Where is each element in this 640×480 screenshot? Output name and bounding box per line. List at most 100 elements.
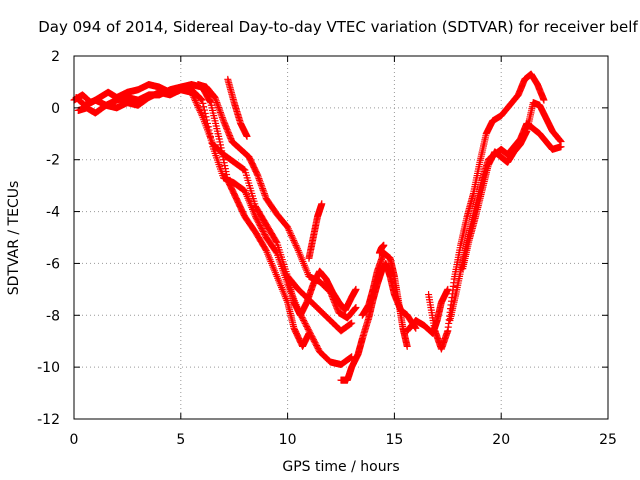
data-point (206, 98, 214, 106)
data-point (284, 225, 292, 233)
y-tick-label: 0 (51, 101, 60, 117)
data-point (191, 97, 199, 105)
data-point (193, 100, 201, 108)
series-satellite-track-5 (224, 75, 251, 140)
data-point (224, 127, 232, 135)
plot-frame (73, 55, 609, 420)
data-point (300, 318, 308, 326)
data-point (221, 121, 229, 129)
data-point (220, 159, 228, 167)
data-point (313, 343, 321, 351)
data-point (197, 108, 205, 116)
data-point (286, 228, 294, 236)
data-point (227, 135, 235, 143)
data-point (259, 186, 267, 194)
data-point (212, 97, 220, 105)
data-point (220, 118, 228, 126)
data-point (260, 188, 268, 196)
data-point (187, 88, 195, 96)
data-point (303, 324, 311, 332)
series-satellite-track-4 (194, 81, 360, 322)
data-point (258, 183, 266, 191)
data-point (216, 108, 224, 116)
data-point (254, 171, 262, 179)
data-point (256, 176, 264, 184)
series-satellite-track-6 (284, 267, 360, 319)
data-point (258, 226, 266, 234)
data-point (221, 120, 229, 128)
data-point (224, 129, 232, 137)
data-point (216, 141, 224, 149)
data-point (261, 191, 269, 199)
data-point (197, 95, 205, 103)
data-point (189, 92, 197, 100)
data-point (218, 112, 226, 120)
data-point (223, 124, 231, 132)
chart-title: Day 094 of 2014, Sidereal Day-to-day VTE… (38, 18, 638, 36)
series-satellite-track-9 (358, 249, 411, 350)
data-point (219, 115, 227, 123)
series-satellite-track-10 (375, 241, 388, 257)
data-point (197, 110, 205, 118)
data-point (252, 214, 260, 222)
data-point (380, 241, 388, 249)
data-point (318, 200, 326, 208)
data-point (352, 304, 360, 312)
data-point (213, 100, 221, 108)
data-point (252, 213, 260, 221)
data-point (214, 102, 222, 110)
data-point (540, 96, 548, 104)
y-tick-label: -2 (46, 153, 60, 169)
data-point (289, 235, 297, 243)
data-point (301, 319, 309, 327)
data-point (191, 95, 199, 103)
data-point (243, 132, 251, 140)
data-point (255, 219, 263, 227)
data-point (306, 330, 314, 338)
data-point (221, 162, 229, 170)
x-tick-label: 0 (70, 432, 79, 448)
data-point (260, 229, 268, 237)
data-point (291, 240, 299, 248)
data-point (257, 181, 265, 189)
data-point (333, 304, 341, 312)
data-point (556, 137, 564, 145)
data-point (287, 231, 295, 239)
data-point (199, 99, 207, 107)
data-point (309, 334, 317, 342)
x-tick-label: 25 (599, 432, 617, 448)
data-point (218, 113, 226, 121)
x-tick-label: 5 (176, 432, 185, 448)
data-point (255, 175, 263, 183)
y-tick-label: -10 (37, 360, 60, 376)
data-point (294, 245, 302, 253)
data-point (253, 216, 261, 224)
data-point (272, 237, 280, 245)
data-point (215, 135, 223, 143)
data-point (259, 185, 267, 193)
data-point (557, 138, 565, 146)
data-point (257, 223, 265, 231)
data-point (257, 180, 265, 188)
data-point (188, 90, 196, 98)
data-point (254, 173, 262, 181)
data-point (307, 331, 315, 339)
data-point (299, 315, 307, 323)
series-satellite-track-12 (425, 70, 548, 353)
series-satellite-track-11 (403, 285, 452, 337)
data-point (556, 136, 564, 144)
data-point (198, 96, 206, 104)
data-point (351, 305, 359, 313)
data-point (220, 117, 228, 125)
x-tick-label: 15 (385, 432, 403, 448)
y-tick-label: -12 (37, 412, 60, 428)
data-point (300, 316, 308, 324)
x-axis-label: GPS time / hours (282, 459, 399, 475)
data-point (292, 241, 300, 249)
data-point (255, 220, 263, 228)
data-point (303, 322, 311, 330)
data-point (444, 285, 452, 293)
data-point (192, 98, 200, 106)
data-point (212, 95, 220, 103)
